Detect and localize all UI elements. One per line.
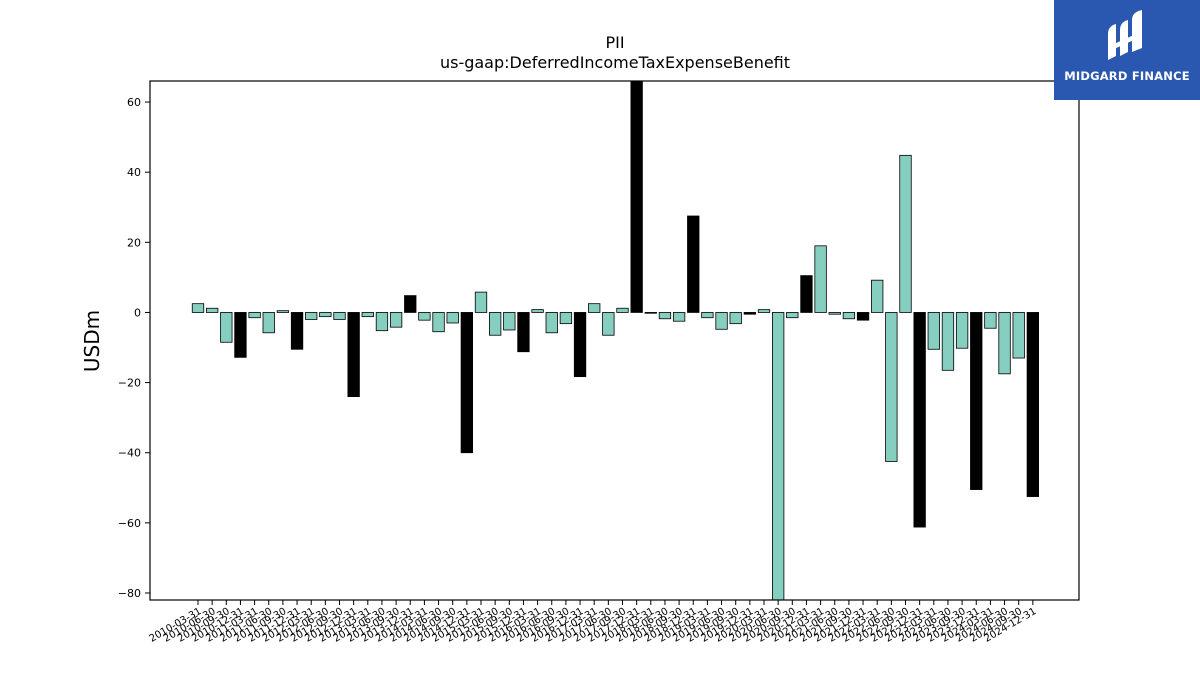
bar-2021-06-30 — [828, 312, 841, 315]
y-tick-label: −20 — [118, 377, 141, 390]
bar-2023-12-31 — [970, 312, 983, 490]
bar-2011-09-30 — [276, 310, 290, 313]
bar-2021-09-30 — [842, 312, 856, 320]
bar-2010-12-31 — [234, 312, 247, 358]
bar-2010-06-30 — [205, 307, 219, 313]
bar-2024-09-30 — [1012, 312, 1025, 359]
plot-frame — [149, 80, 1080, 601]
bar-2011-03-31 — [248, 312, 261, 319]
bar-2013-09-30 — [389, 312, 403, 328]
bar-2022-06-30 — [885, 312, 898, 462]
y-tick-label: −80 — [118, 587, 141, 600]
bar-2010-03-31 — [191, 303, 205, 313]
bar-2020-09-30 — [786, 312, 799, 319]
bar-2018-06-30 — [658, 312, 672, 320]
bar-2019-09-30 — [729, 312, 742, 325]
bar-2012-03-31 — [305, 312, 318, 320]
bar-2023-09-30 — [955, 312, 969, 349]
bar-2017-03-31 — [588, 303, 601, 313]
y-tick-label: 20 — [127, 236, 141, 249]
bar-2016-09-30 — [559, 312, 573, 325]
bar-2014-09-30 — [446, 312, 459, 324]
bar-2011-06-30 — [262, 312, 275, 334]
bar-2017-06-30 — [602, 312, 615, 336]
bar-2018-12-31 — [687, 215, 700, 313]
x-ticks-group: 2010-03-312010-06-302010-09-302010-12-31… — [148, 600, 1038, 645]
brand-logo: MIDGARD FINANCE — [1054, 0, 1200, 100]
y-tick-label: 40 — [127, 166, 141, 179]
bar-2016-03-31 — [531, 309, 544, 313]
bar-2022-12-31 — [913, 312, 926, 528]
y-tick-label: −60 — [118, 517, 141, 530]
bar-2017-09-30 — [616, 307, 629, 313]
bar-2019-03-31 — [701, 312, 714, 319]
bar-2020-06-30 — [772, 312, 785, 601]
chart-subtitle: us-gaap:DeferredIncomeTaxExpenseBenefit — [440, 53, 790, 72]
bar-2020-03-31 — [757, 309, 771, 313]
y-tick-label: 60 — [127, 96, 141, 109]
y-axis-label: USDm — [80, 310, 104, 372]
bar-2023-03-31 — [927, 312, 940, 350]
bars-group — [191, 80, 1039, 601]
y-tick-label: −40 — [118, 447, 141, 460]
bar-2017-12-31 — [630, 80, 643, 313]
bar-2018-03-31 — [644, 312, 657, 314]
bar-2012-12-31 — [347, 312, 360, 398]
bar-2016-12-31 — [573, 312, 587, 378]
bar-2022-09-30 — [899, 154, 912, 313]
bar-2014-12-31 — [460, 312, 474, 454]
bar-2012-09-30 — [333, 312, 346, 320]
y-ticks-group: 60 40 20 0 −20 −40 −60 −80 — [118, 96, 150, 600]
bar-2022-03-31 — [871, 279, 884, 313]
bar-2024-12-31 — [1026, 312, 1039, 497]
bar-2024-06-30 — [998, 312, 1011, 375]
logo-text: MIDGARD FINANCE — [1064, 69, 1190, 83]
bar-2021-03-31 — [814, 245, 827, 313]
bar-2013-06-30 — [375, 312, 389, 332]
bar-2023-06-30 — [941, 312, 955, 371]
bar-2015-03-31 — [474, 291, 488, 313]
bar-2016-06-30 — [545, 312, 558, 334]
bar-2021-12-31 — [856, 312, 870, 321]
bar-2013-03-31 — [361, 312, 374, 318]
bar-2014-03-31 — [418, 312, 431, 321]
bar-2015-06-30 — [488, 312, 502, 336]
bar-2010-09-30 — [220, 312, 233, 343]
bar-2024-03-31 — [984, 312, 997, 329]
bar-2018-09-30 — [672, 312, 686, 322]
chart-title: PII — [605, 33, 624, 52]
bar-2013-12-31 — [404, 295, 417, 313]
bar-2019-06-30 — [715, 312, 728, 330]
y-tick-label: 0 — [134, 306, 141, 319]
bar-2019-12-31 — [743, 312, 756, 315]
bar-2011-12-31 — [290, 312, 304, 350]
bar-2015-09-30 — [503, 312, 516, 331]
bar-2014-06-30 — [432, 312, 445, 333]
midgard-logo-icon — [1108, 10, 1142, 60]
bar-2020-12-31 — [800, 275, 813, 313]
bar-2012-06-30 — [319, 312, 332, 318]
bar-2015-12-31 — [517, 312, 530, 353]
